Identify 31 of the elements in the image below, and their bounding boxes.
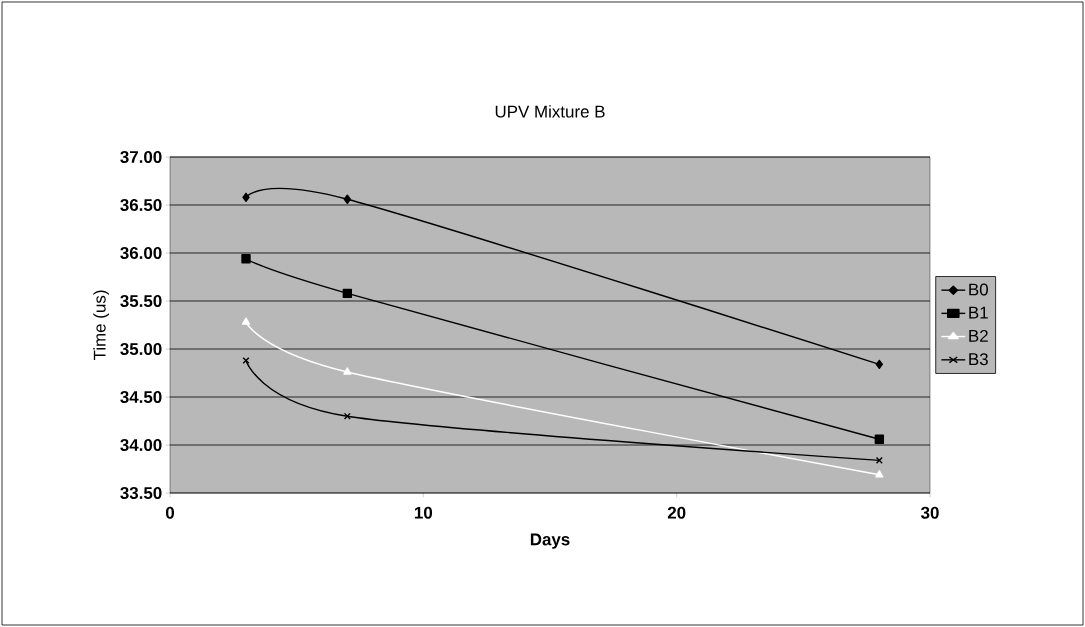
point xyxy=(874,434,885,444)
legend-label: B2 xyxy=(969,329,988,342)
y-axis-title: Time (us) xyxy=(93,290,110,361)
point xyxy=(875,456,883,464)
point xyxy=(241,317,251,325)
chart-title: UPV Mixture B xyxy=(495,105,605,118)
point xyxy=(242,357,250,365)
y-tick-label: 33.50 xyxy=(120,486,162,499)
point xyxy=(343,412,351,420)
point xyxy=(343,367,352,375)
point xyxy=(343,194,352,204)
x-tick-label: 10 xyxy=(414,506,433,519)
x-axis-title: Days xyxy=(530,533,570,549)
y-tick-label: 35.50 xyxy=(120,294,162,307)
y-tick-label: 36.50 xyxy=(120,198,162,211)
legend-label: B3 xyxy=(969,353,988,366)
y-tick-label: 37.00 xyxy=(120,150,162,163)
point xyxy=(875,359,884,370)
x-tick-label: 20 xyxy=(667,506,686,519)
y-tick-label: 34.00 xyxy=(120,438,162,451)
point xyxy=(342,288,353,298)
y-tick-label: 34.50 xyxy=(120,390,162,403)
y-tick-label: 35.00 xyxy=(120,342,162,355)
y-tick-label: 36.00 xyxy=(120,246,162,259)
legend-label: B0 xyxy=(969,283,988,296)
point xyxy=(875,470,884,478)
legend-label: B1 xyxy=(969,306,988,319)
x-tick-label: 0 xyxy=(165,506,175,519)
point xyxy=(242,192,250,202)
point xyxy=(241,254,251,264)
x-tick-label: 30 xyxy=(920,506,939,519)
